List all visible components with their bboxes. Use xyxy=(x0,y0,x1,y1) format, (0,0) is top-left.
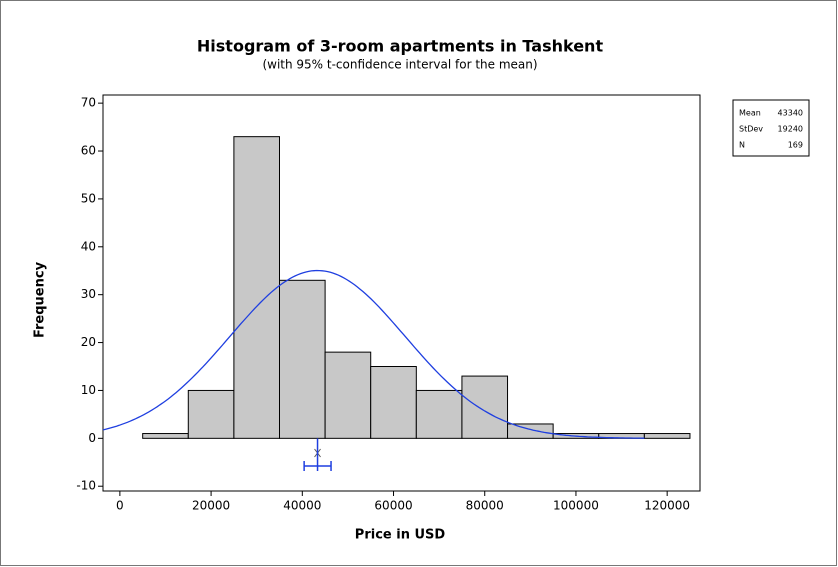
stats-value: 43340 xyxy=(778,109,803,118)
y-tick-label: 50 xyxy=(81,191,96,205)
x-tick-label: 20000 xyxy=(192,499,230,513)
y-axis-label: Frequency xyxy=(33,261,48,338)
y-tick-label: 10 xyxy=(81,383,96,397)
bar xyxy=(279,279,326,439)
y-tick-label: 40 xyxy=(81,239,96,253)
bar xyxy=(415,389,463,439)
bar xyxy=(142,433,189,439)
bar xyxy=(643,433,691,439)
y-tick-label: 0 xyxy=(88,431,96,445)
x-tick-label: 100000 xyxy=(553,499,599,513)
stats-box xyxy=(732,99,810,157)
normal-curve xyxy=(102,269,645,439)
stats-label: StDev xyxy=(739,125,763,134)
y-tick-label: 30 xyxy=(81,287,96,301)
bar xyxy=(507,423,554,439)
x-tick-label: 0 xyxy=(116,499,124,513)
stats-label: N xyxy=(739,141,745,150)
stats-value: 169 xyxy=(788,141,803,150)
x-tick-label: 60000 xyxy=(374,499,412,513)
bar xyxy=(461,375,509,439)
x-axis-label: Price in USD xyxy=(355,528,446,543)
x-tick-label: 40000 xyxy=(283,499,321,513)
x-tick-label: 120000 xyxy=(644,499,690,513)
chart-title: Histogram of 3-room apartments in Tashke… xyxy=(197,37,604,56)
chart-subtitle: (with 95% t-confidence interval for the … xyxy=(262,58,537,72)
bar xyxy=(370,366,417,439)
x-tick-label: 80000 xyxy=(466,499,504,513)
y-tick-label: -10 xyxy=(76,479,96,493)
bar xyxy=(233,136,281,439)
y-tick-label: 60 xyxy=(81,144,96,158)
y-tick-label: 70 xyxy=(81,96,96,110)
stats-label: Mean xyxy=(739,109,761,118)
stats-value: 19240 xyxy=(778,125,803,134)
bar xyxy=(324,351,372,439)
bar xyxy=(187,389,235,439)
y-tick-label: 20 xyxy=(81,335,96,349)
